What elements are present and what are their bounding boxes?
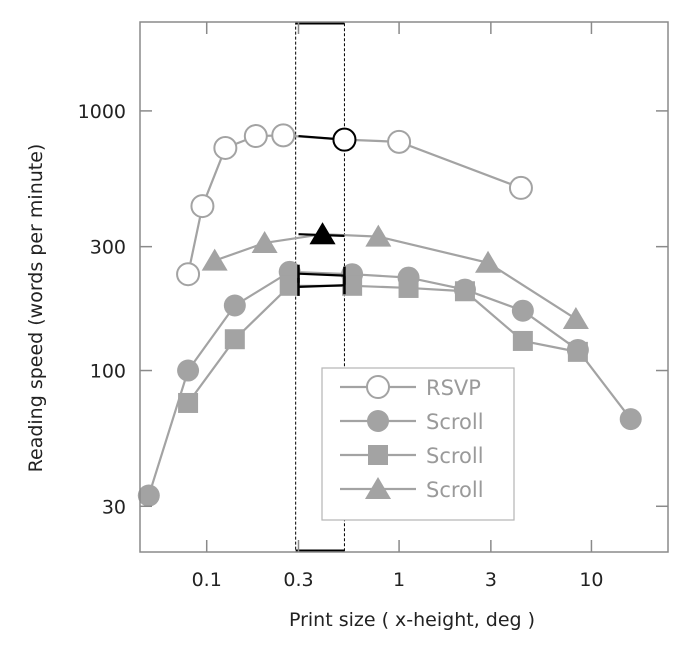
data-point xyxy=(213,135,238,160)
highlight-segment xyxy=(298,272,345,277)
legend-box xyxy=(321,367,515,521)
data-point xyxy=(454,281,475,302)
series-3 xyxy=(178,275,588,413)
axes: 0.1 0.3 1 3 10 30 100 300 1000 xyxy=(78,21,669,591)
series-1 xyxy=(176,123,533,287)
data-point xyxy=(223,294,246,317)
data-point xyxy=(190,194,215,219)
series-line xyxy=(147,270,632,496)
plot-frame xyxy=(139,21,669,553)
data-point xyxy=(224,329,245,350)
legend-marker xyxy=(365,477,391,499)
highlight-marker xyxy=(332,127,357,152)
data-point xyxy=(251,230,278,253)
data-point xyxy=(178,392,199,413)
x-axis-label: Print size ( x-height, deg ) xyxy=(289,609,535,631)
data-point xyxy=(567,341,588,362)
data-point xyxy=(475,250,502,273)
y-tick-label: 100 xyxy=(90,361,126,383)
legend-entry: Scroll xyxy=(340,410,484,434)
legend: RSVP Scroll Scroll Scroll xyxy=(321,367,515,521)
legend-entry: RSVP xyxy=(340,375,481,400)
data-point xyxy=(562,306,589,329)
data-point xyxy=(176,262,201,287)
y-axis-label: Reading speed (words per minute) xyxy=(25,144,47,473)
highlight-marker xyxy=(309,222,336,245)
data-point xyxy=(342,275,363,296)
legend-label: RSVP xyxy=(426,376,481,400)
legend-label: Scroll xyxy=(426,478,484,502)
data-point xyxy=(387,129,412,154)
legend-entry: Scroll xyxy=(340,477,484,502)
data-point xyxy=(243,124,268,149)
data-point xyxy=(512,330,533,351)
y-tick-label: 300 xyxy=(90,237,126,259)
x-tick-label: 0.1 xyxy=(192,569,222,591)
data-point xyxy=(508,175,533,200)
x-tick-label: 10 xyxy=(579,569,603,591)
legend-marker xyxy=(367,410,389,432)
legend-entry: Scroll xyxy=(340,444,484,468)
x-tick-label: 1 xyxy=(393,569,405,591)
legend-label: Scroll xyxy=(426,410,484,434)
legend-marker xyxy=(366,375,390,399)
legend-marker xyxy=(368,445,388,465)
x-tick-label: 0.3 xyxy=(283,569,313,591)
data-point xyxy=(279,275,300,296)
data-point xyxy=(365,224,392,247)
y-tick-label: 30 xyxy=(102,496,126,518)
highlight-segment xyxy=(298,284,345,288)
series-layer xyxy=(137,123,642,507)
data-point xyxy=(398,277,419,298)
data-point xyxy=(511,299,534,322)
data-point xyxy=(619,408,642,431)
data-point xyxy=(201,248,228,271)
data-point xyxy=(271,123,296,148)
y-tick-label: 1000 xyxy=(78,101,126,123)
x-tick-label: 3 xyxy=(485,569,497,591)
highlight-layer xyxy=(297,127,357,296)
data-point xyxy=(177,359,200,382)
data-point xyxy=(137,484,160,507)
legend-label: Scroll xyxy=(426,444,484,468)
